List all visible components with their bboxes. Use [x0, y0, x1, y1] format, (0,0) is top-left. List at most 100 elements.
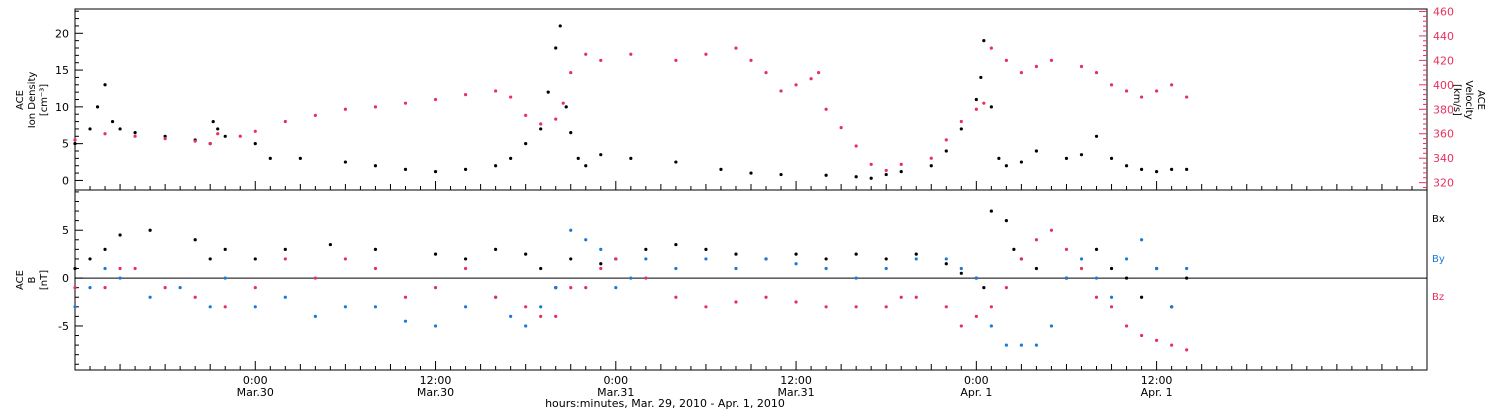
- ion-density-point: [576, 156, 580, 160]
- bx-point: [433, 252, 438, 256]
- ion-density-point: [1139, 167, 1144, 171]
- by-point: [614, 286, 618, 290]
- bz-point: [163, 286, 167, 290]
- velocity-point: [1124, 89, 1129, 93]
- top-right-tick-label: 420: [1433, 54, 1454, 67]
- ion-density-point: [997, 156, 1001, 160]
- velocity-point: [824, 107, 828, 111]
- velocity-point: [73, 138, 77, 142]
- velocity-point: [463, 93, 468, 97]
- by-point: [463, 305, 468, 309]
- ion-density-point: [974, 97, 978, 102]
- bx-point: [1012, 247, 1016, 251]
- by-point: [223, 276, 227, 280]
- top-right-tick-label: 400: [1433, 79, 1454, 92]
- ion-density-point: [674, 160, 678, 164]
- bx-point: [794, 252, 798, 256]
- bx-point: [539, 266, 543, 271]
- bz-point: [764, 295, 768, 299]
- by-point: [524, 324, 528, 328]
- top-left-axis-title: ACE Ion Density [cm⁻³]: [15, 72, 50, 129]
- bz-point: [193, 295, 197, 299]
- x-tick-time-label: 12:00: [1141, 374, 1173, 387]
- by-point: [1124, 257, 1129, 261]
- by-point: [373, 305, 378, 309]
- bz-point: [644, 276, 648, 280]
- velocity-point: [599, 58, 603, 62]
- velocity-point: [193, 139, 197, 143]
- ion-density-point: [1064, 156, 1069, 160]
- ion-density-point: [1019, 160, 1024, 164]
- by-point: [1079, 257, 1084, 261]
- x-axis-title: hours:minutes, Mar. 29, 2010 - Apr. 1, 2…: [545, 397, 785, 410]
- velocity-point: [629, 52, 633, 56]
- by-point: [283, 295, 287, 299]
- ticks-layer: 0 5 10 15 20 320 340 360 380 400 420 440 460 -5 0 5 0:00…: [55, 5, 1454, 399]
- ion-density-point: [899, 170, 903, 174]
- by-point: [764, 257, 768, 261]
- by-point: [103, 266, 107, 271]
- ion-density-point: [979, 75, 983, 80]
- velocity-point: [539, 122, 543, 126]
- bz-point: [373, 266, 378, 271]
- bx-point: [524, 252, 528, 256]
- top-right-title-line1: ACE: [1475, 90, 1486, 110]
- velocity-point: [216, 132, 220, 136]
- by-point: [403, 319, 408, 323]
- by-point: [118, 276, 122, 280]
- x-tick-time-label: 0:00: [964, 374, 989, 387]
- velocity-point: [839, 126, 843, 130]
- velocity-point: [884, 168, 888, 173]
- velocity-point: [854, 144, 858, 148]
- by-point: [704, 257, 708, 261]
- legend-bx: Bx: [1432, 214, 1445, 225]
- ion-density-point: [509, 156, 513, 160]
- top-left-title-line3: [cm⁻³]: [39, 84, 50, 116]
- velocity-point: [944, 138, 948, 142]
- ion-density-point: [749, 171, 753, 175]
- ion-density-point: [103, 83, 107, 87]
- x-tick-time-label: 0:00: [243, 374, 268, 387]
- bz-point: [959, 324, 963, 328]
- bz-point: [854, 305, 858, 309]
- bz-point: [899, 295, 903, 299]
- by-point: [674, 266, 678, 271]
- by-point: [734, 266, 738, 271]
- bz-point: [433, 286, 438, 290]
- ion-density-point: [118, 127, 122, 131]
- velocity-point: [869, 162, 873, 166]
- top-right-tick-label: 360: [1433, 128, 1454, 141]
- ion-density-point: [869, 176, 873, 180]
- by-point: [88, 286, 92, 290]
- by-point: [554, 286, 558, 290]
- velocity-point: [764, 70, 768, 75]
- ion-density-point: [494, 164, 498, 168]
- velocity-point: [734, 46, 738, 50]
- bz-point: [1155, 338, 1159, 342]
- top-right-tick-label: 320: [1433, 177, 1454, 190]
- top-left-title-line1: ACE: [15, 90, 26, 110]
- bz-point: [599, 266, 603, 271]
- by-point: [253, 305, 257, 309]
- velocity-point: [208, 141, 212, 146]
- velocity-point: [1079, 64, 1084, 69]
- ion-density-point: [163, 134, 167, 138]
- bz-point: [1019, 257, 1024, 261]
- bx-point: [208, 257, 212, 261]
- bz-point: [1124, 324, 1129, 328]
- bottom-left-tick-label: 5: [62, 224, 69, 237]
- bx-point: [674, 242, 678, 247]
- bz-point: [103, 286, 107, 290]
- by-point: [1109, 295, 1114, 299]
- velocity-point: [554, 117, 558, 121]
- velocity-point: [982, 101, 986, 105]
- velocity-point: [1094, 70, 1099, 75]
- bx-point: [734, 252, 738, 256]
- velocity-point: [674, 58, 678, 62]
- bz-point: [944, 305, 948, 309]
- bottom-left-title-line3: [nT]: [39, 270, 50, 290]
- bx-point: [884, 257, 888, 261]
- ion-density-point: [779, 172, 783, 177]
- ion-density-point: [1004, 164, 1008, 168]
